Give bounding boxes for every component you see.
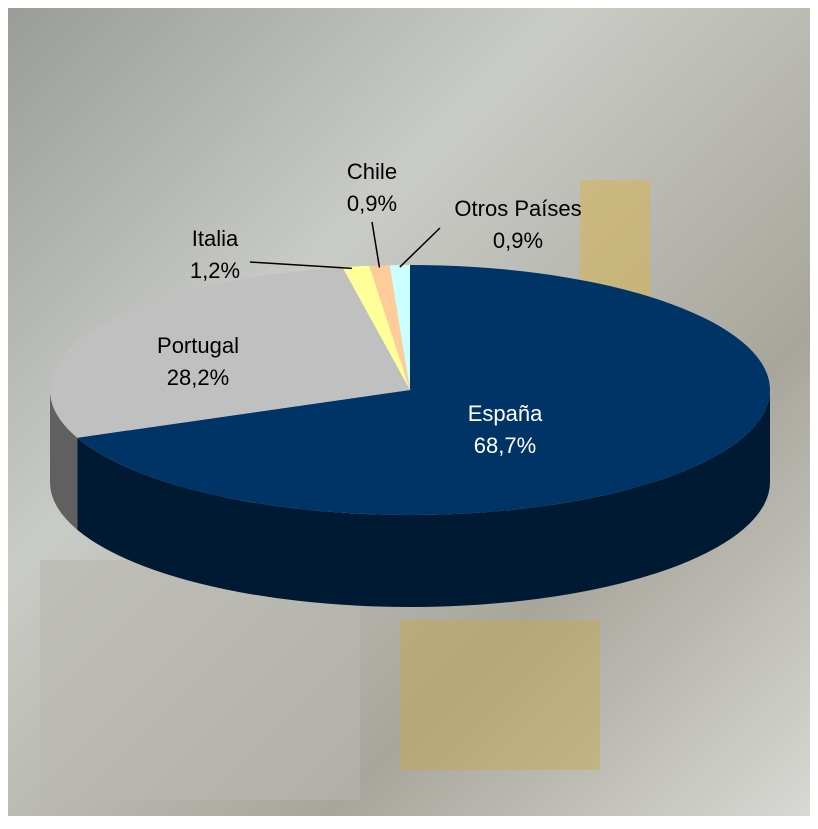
- pie-slice: [77, 265, 770, 516]
- pie-slice: [342, 265, 410, 390]
- slice-label-value: 1,2%: [190, 258, 240, 283]
- slice-label-value: 0,9%: [347, 191, 397, 216]
- leader-line: [249, 261, 352, 270]
- slice-label-name: Portugal: [157, 333, 239, 358]
- slice-label-name: Otros Países: [454, 196, 581, 221]
- leader-line: [399, 227, 441, 268]
- slice-label-value: 0,9%: [493, 228, 543, 253]
- slice-label-value: 28,2%: [167, 365, 229, 390]
- background-photo-detail: [580, 180, 650, 300]
- pie-slice: [49, 267, 410, 438]
- slice-label-value: 68,7%: [474, 433, 536, 458]
- background-photo-detail: [400, 620, 600, 770]
- pie-side: [77, 390, 770, 608]
- pie-slice: [369, 265, 410, 390]
- pie-slice: [389, 265, 410, 390]
- slice-label-name: España: [468, 401, 543, 426]
- leader-line: [371, 221, 381, 268]
- pie-side: [50, 390, 78, 530]
- slice-label-name: Italia: [192, 226, 239, 251]
- pie: España 68,7% Portugal 28,2% Italia 1,2% Chile 0…: [49, 159, 770, 608]
- slice-label-name: Chile: [347, 159, 397, 184]
